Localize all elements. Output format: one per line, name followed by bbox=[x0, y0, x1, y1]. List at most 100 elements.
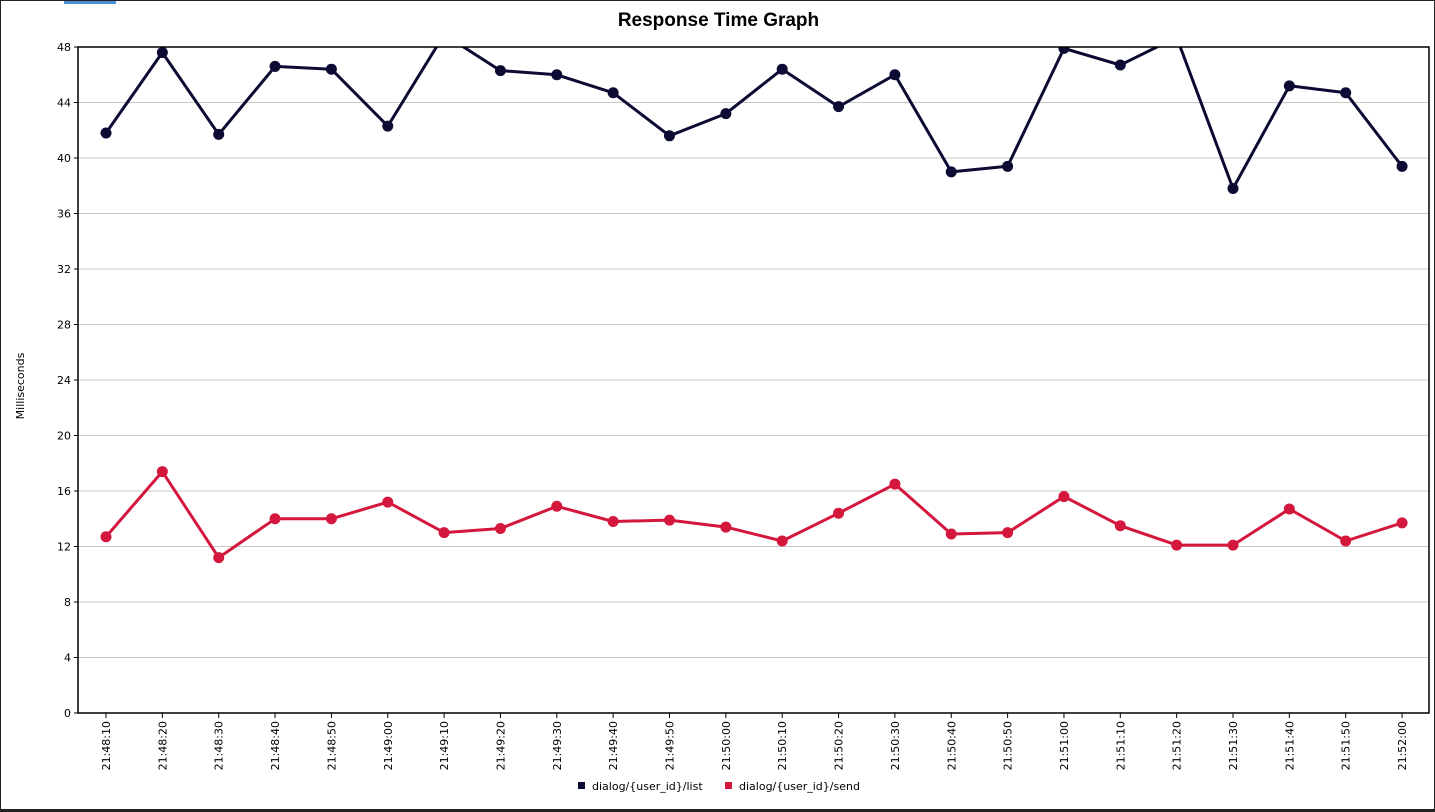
data-point bbox=[833, 101, 845, 113]
data-point bbox=[1227, 539, 1239, 551]
legend-swatch bbox=[725, 782, 732, 789]
data-point bbox=[213, 552, 225, 564]
data-point bbox=[1114, 520, 1126, 532]
series-layer bbox=[100, 29, 1408, 564]
data-point bbox=[439, 29, 450, 40]
data-point bbox=[156, 47, 168, 59]
data-point bbox=[100, 531, 112, 543]
y-tick-label: 8 bbox=[64, 596, 71, 609]
x-tick-label: 21:51:50 bbox=[1340, 721, 1353, 770]
data-point bbox=[494, 522, 506, 534]
data-point bbox=[1171, 32, 1182, 43]
data-point bbox=[1002, 527, 1014, 539]
data-point bbox=[100, 127, 112, 139]
data-point bbox=[945, 166, 957, 178]
data-point bbox=[1283, 503, 1295, 515]
data-point bbox=[325, 63, 337, 75]
x-tick-label: 21:49:10 bbox=[438, 721, 451, 770]
y-tick-label: 28 bbox=[57, 319, 71, 332]
x-tick-label: 21:52:00 bbox=[1396, 721, 1409, 770]
x-tick-label: 21:51:20 bbox=[1171, 721, 1184, 770]
data-point bbox=[1283, 80, 1295, 92]
y-tick-label: 12 bbox=[57, 541, 71, 554]
data-point bbox=[776, 535, 788, 547]
data-point bbox=[607, 87, 619, 99]
x-tick-label: 21:50:40 bbox=[945, 721, 958, 770]
legend-label: dialog/{user_id}/send bbox=[739, 780, 860, 793]
data-point bbox=[776, 63, 788, 75]
x-tick-label: 21:49:20 bbox=[494, 721, 507, 770]
data-point bbox=[1227, 183, 1239, 195]
x-tick-label: 21:48:10 bbox=[100, 721, 113, 770]
x-tick-label: 21:48:50 bbox=[325, 721, 338, 770]
x-tick-label: 21:51:10 bbox=[1114, 721, 1127, 770]
y-tick-label: 32 bbox=[57, 263, 71, 276]
y-tick-label: 0 bbox=[64, 707, 71, 720]
x-tick-label: 21:48:40 bbox=[269, 721, 282, 770]
x-tick-label: 21:51:00 bbox=[1058, 721, 1071, 770]
data-point bbox=[833, 507, 845, 519]
y-tick-label: 40 bbox=[57, 152, 71, 165]
x-tick-label: 21:51:40 bbox=[1283, 721, 1296, 770]
data-point bbox=[1058, 47, 1070, 54]
data-point bbox=[1171, 539, 1183, 551]
y-tick-label: 16 bbox=[57, 485, 71, 498]
data-point bbox=[269, 513, 281, 525]
data-point bbox=[720, 108, 732, 120]
data-point bbox=[269, 60, 281, 72]
series-line-2 bbox=[104, 470, 1403, 560]
x-tick-label: 21:50:00 bbox=[720, 721, 733, 770]
data-point bbox=[664, 130, 675, 142]
y-tick-label: 48 bbox=[57, 41, 71, 54]
data-point bbox=[1058, 491, 1070, 503]
series-line-1 bbox=[104, 47, 1404, 190]
data-point bbox=[889, 69, 901, 81]
data-point bbox=[607, 516, 619, 528]
chart-title: Response Time Graph bbox=[617, 10, 820, 31]
x-tick-label: 21:48:30 bbox=[213, 721, 226, 770]
x-axis-ticks: 21:48:10 21:48:20 21:48:30 21:48:40 21:48:50… bbox=[100, 713, 1409, 770]
legend: dialog/{user_id}/list dialog/{user_id}/se… bbox=[578, 780, 860, 793]
legend-label: dialog/{user_id}/list bbox=[592, 780, 703, 793]
data-point bbox=[438, 527, 450, 539]
data-point bbox=[1002, 160, 1014, 172]
data-point bbox=[551, 69, 563, 81]
data-point bbox=[1340, 87, 1352, 99]
data-point bbox=[720, 521, 732, 533]
active-tab-indicator bbox=[64, 1, 116, 4]
x-tick-label: 21:49:00 bbox=[382, 721, 395, 770]
data-point bbox=[1396, 517, 1408, 529]
y-tick-label: 4 bbox=[64, 652, 71, 665]
y-tick-label: 36 bbox=[57, 208, 71, 221]
x-tick-label: 21:50:20 bbox=[833, 721, 846, 770]
y-axis-title: Milliseconds bbox=[14, 352, 27, 419]
x-tick-label: 21:50:50 bbox=[1002, 721, 1015, 770]
data-point bbox=[551, 500, 563, 512]
data-point bbox=[494, 65, 506, 77]
y-tick-label: 24 bbox=[57, 374, 71, 387]
data-point bbox=[1114, 59, 1126, 71]
data-point bbox=[889, 478, 901, 490]
data-point bbox=[945, 528, 957, 540]
data-point bbox=[156, 466, 168, 478]
legend-swatch bbox=[578, 782, 585, 789]
y-tick-label: 20 bbox=[57, 430, 71, 443]
x-tick-label: 21:49:50 bbox=[664, 721, 677, 770]
x-tick-label: 21:51:30 bbox=[1227, 721, 1240, 770]
x-tick-label: 21:50:10 bbox=[776, 721, 789, 770]
data-point bbox=[664, 514, 675, 526]
data-point bbox=[382, 120, 394, 132]
data-point bbox=[1396, 160, 1408, 172]
data-point bbox=[213, 128, 225, 140]
data-point bbox=[1340, 535, 1352, 547]
data-point bbox=[382, 496, 394, 508]
x-tick-label: 21:50:30 bbox=[889, 721, 902, 770]
x-tick-label: 21:49:40 bbox=[607, 721, 620, 770]
y-tick-label: 44 bbox=[57, 97, 71, 110]
grid-lines bbox=[78, 102, 1429, 658]
x-tick-label: 21:48:20 bbox=[156, 721, 169, 770]
x-tick-label: 21:49:30 bbox=[551, 721, 564, 770]
